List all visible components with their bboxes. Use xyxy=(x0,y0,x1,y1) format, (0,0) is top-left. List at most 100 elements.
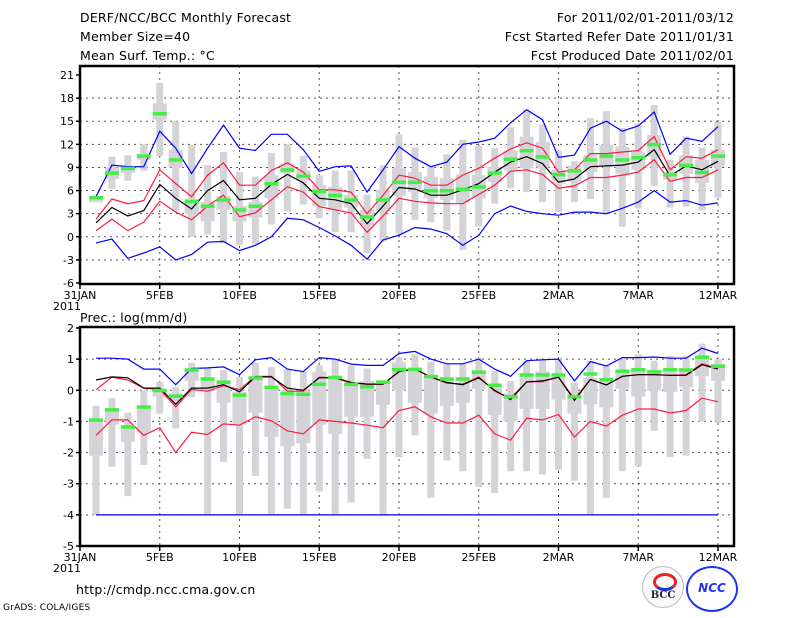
marker-bar xyxy=(695,170,710,175)
marker-bar xyxy=(376,198,391,202)
plot-frame xyxy=(78,64,736,286)
marker-bar xyxy=(679,368,694,372)
forecast-period: For 2011/02/01-2011/03/12 xyxy=(556,10,734,25)
x-tick-label: 7MAR xyxy=(622,551,654,564)
marker-bar xyxy=(120,166,135,171)
marker-bar xyxy=(679,163,694,168)
range-bar xyxy=(507,380,515,472)
range-box xyxy=(248,376,263,413)
range-box xyxy=(583,155,598,173)
forecast-start-date: Fcst Started Refer Date 2011/01/31 xyxy=(504,29,734,44)
series-line-mean xyxy=(95,148,719,225)
marker-bar xyxy=(711,364,725,368)
range-box xyxy=(104,408,119,425)
range-box xyxy=(631,370,646,397)
website-url: http://cmdp.ncc.cma.gov.cn xyxy=(76,582,256,597)
series-line-mean xyxy=(95,364,719,406)
range-bar xyxy=(602,365,610,498)
x-tick-label: 25FEB xyxy=(461,551,496,564)
series-line-red-lower xyxy=(95,397,719,454)
y-tick-label: -4 xyxy=(63,509,74,522)
marker-bar xyxy=(407,367,422,372)
year-label: 2011 xyxy=(53,300,81,313)
range-box xyxy=(152,388,167,397)
marker-bar xyxy=(88,195,103,200)
marker-bar xyxy=(407,180,422,185)
x-tick-label: 5FEB xyxy=(146,289,174,302)
ncc-logo: NCC xyxy=(686,566,738,612)
x-tick-label: 12MAR xyxy=(699,289,738,302)
range-box xyxy=(423,378,438,414)
marker-bar xyxy=(663,172,678,177)
range-box xyxy=(344,384,359,417)
marker-bar xyxy=(615,158,630,162)
range-box xyxy=(360,380,375,417)
marker-bar xyxy=(344,198,359,202)
range-bar xyxy=(682,356,690,456)
range-bar xyxy=(650,360,658,431)
range-box xyxy=(711,149,725,167)
x-tick-label: 12MAR xyxy=(699,551,738,564)
marker-bar xyxy=(312,382,327,387)
marker-bar xyxy=(471,370,486,374)
range-bar xyxy=(124,412,132,497)
range-bar xyxy=(347,365,355,503)
range-bar xyxy=(523,360,531,472)
range-bar xyxy=(220,370,228,462)
marker-bar xyxy=(583,372,598,376)
range-bar xyxy=(698,343,706,422)
x-tick-label: 2MAR xyxy=(543,551,575,564)
range-box xyxy=(280,163,295,173)
range-box xyxy=(232,205,247,222)
marker-bar xyxy=(168,158,183,162)
x-tick-label: 20FEB xyxy=(382,551,417,564)
marker-bar xyxy=(392,367,406,372)
x-tick-label: 7MAR xyxy=(622,289,654,302)
marker-bar xyxy=(551,172,566,177)
range-box xyxy=(663,371,678,392)
range-bar xyxy=(443,364,451,461)
range-bar xyxy=(634,354,642,467)
y-tick-label: 12 xyxy=(60,138,74,151)
y-tick-label: -2 xyxy=(63,447,74,460)
marker-bar xyxy=(487,383,502,387)
marker-bar xyxy=(503,395,518,399)
range-bar xyxy=(92,405,100,515)
y-tick-label: -5 xyxy=(63,540,74,553)
range-bar xyxy=(666,159,674,208)
x-tick-label: 10FEB xyxy=(222,289,257,302)
variable-label: Mean Surf. Temp.: °C xyxy=(80,48,215,63)
range-bar xyxy=(586,360,594,515)
range-box xyxy=(695,359,710,377)
marker-bar xyxy=(360,385,375,389)
range-box xyxy=(136,405,151,433)
marker-bar xyxy=(535,155,550,159)
marker-bar xyxy=(88,418,103,422)
chart-title: DERF/NCC/BCC Monthly Forecast xyxy=(80,10,292,25)
marker-bar xyxy=(120,425,135,429)
range-bar xyxy=(570,382,578,481)
range-bar xyxy=(267,366,275,515)
marker-bar xyxy=(216,380,231,384)
marker-bar xyxy=(647,370,662,374)
range-bar xyxy=(108,398,116,467)
marker-bar xyxy=(296,174,311,178)
marker-bar xyxy=(376,380,391,384)
marker-bar xyxy=(248,376,263,380)
range-bar xyxy=(395,357,403,458)
marker-bar xyxy=(439,189,454,193)
y-tick-label: 6 xyxy=(67,185,74,198)
range-box xyxy=(280,390,295,447)
range-box xyxy=(152,103,167,120)
range-box xyxy=(535,142,550,168)
range-box xyxy=(631,152,646,170)
range-bar xyxy=(204,368,212,515)
range-box xyxy=(120,426,135,442)
range-bar xyxy=(570,161,578,203)
marker-bar xyxy=(328,375,343,380)
x-tick-label: 15FEB xyxy=(302,551,337,564)
marker-bar xyxy=(535,373,550,377)
range-box xyxy=(376,380,391,405)
range-bar xyxy=(459,363,467,472)
range-box xyxy=(535,371,550,409)
